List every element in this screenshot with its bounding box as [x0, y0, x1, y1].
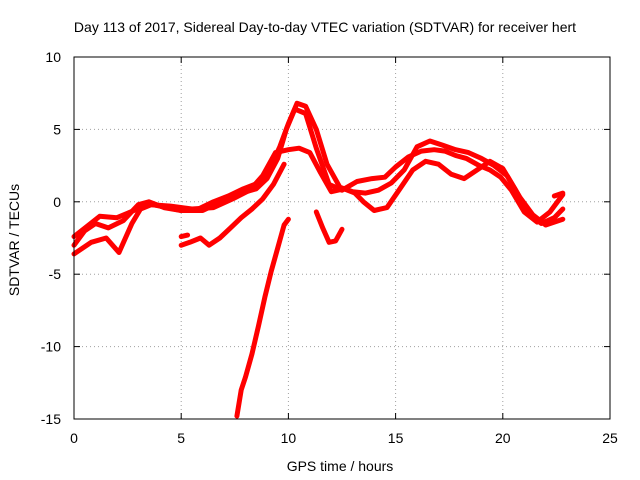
y-tick-label: -15: [41, 411, 61, 427]
y-tick-label: 10: [45, 49, 61, 65]
y-axis-label: SDTVAR / TECUs: [6, 184, 22, 296]
grid-lines: [74, 57, 610, 419]
series-line-track-3: [71, 145, 566, 257]
plot-frame: [73, 56, 611, 420]
axis-ticks: 0 5 10 15 20 25 -15 -10 -5 0 5 10: [41, 49, 618, 446]
x-tick-label: 20: [495, 430, 511, 446]
y-tick-label: -5: [49, 266, 62, 282]
x-tick-label: 15: [388, 430, 404, 446]
x-tick-label: 25: [602, 430, 618, 446]
y-tick-label: 5: [53, 121, 61, 137]
x-tick-label: 0: [70, 430, 78, 446]
x-axis-label: GPS time / hours: [287, 458, 394, 474]
y-tick-label: 0: [53, 194, 61, 210]
x-tick-label: 10: [281, 430, 297, 446]
x-tick-label: 5: [177, 430, 185, 446]
series-line-track-7: [178, 232, 191, 240]
series-line-track-2: [71, 100, 566, 248]
series-line-track-5: [234, 216, 291, 419]
series-line-track-8: [551, 190, 566, 199]
series-group: [71, 100, 566, 419]
series-line-track-4: [178, 161, 287, 248]
chart-title: Day 113 of 2017, Sidereal Day-to-day VTE…: [74, 19, 576, 35]
series-line-track-6: [313, 209, 345, 245]
y-tick-label: -10: [41, 339, 61, 355]
